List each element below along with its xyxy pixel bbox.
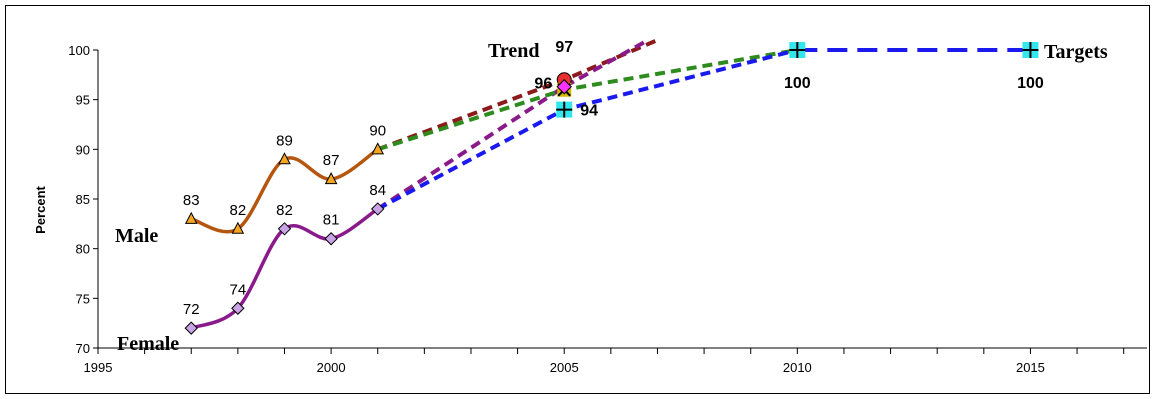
- data-label: 84: [369, 182, 386, 199]
- data-label: 89: [276, 132, 293, 149]
- x-tick-label: 1995: [84, 360, 113, 375]
- data-labels: 83 82 89 87 90 72 74 82 81 84 97 96 94 100 100: [183, 39, 1044, 318]
- targets-label: Targets: [1044, 41, 1108, 63]
- y-tick-label: 80: [76, 242, 90, 257]
- x-tick-label: 2000: [317, 360, 346, 375]
- triangle-marker: [184, 211, 198, 224]
- target-label: 100: [1017, 75, 1044, 92]
- data-label: 82: [230, 202, 247, 219]
- data-label: 81: [323, 212, 340, 229]
- target-plus-marker: [1022, 42, 1039, 58]
- x-tick-label: 2010: [783, 360, 812, 375]
- series-label-male: Male: [115, 225, 158, 247]
- diamond-marker: [324, 232, 338, 246]
- y-tick-label: 85: [76, 192, 90, 207]
- trend-label: Trend: [488, 40, 540, 62]
- target-plus-marker: [556, 101, 573, 118]
- x-tick-label: 2005: [550, 360, 579, 375]
- series-label-female: Female: [117, 333, 179, 355]
- y-tick-label: 90: [76, 142, 90, 157]
- triangle-marker: [231, 221, 245, 234]
- data-label: 90: [369, 122, 386, 139]
- y-tick-label: 70: [76, 341, 90, 356]
- triangle-marker: [278, 152, 291, 165]
- target-label: 94: [580, 103, 598, 120]
- triangle-marker: [324, 172, 338, 185]
- data-label: 82: [276, 202, 293, 219]
- series-markers: [184, 42, 1039, 335]
- y-tick-label: 75: [76, 291, 90, 306]
- target-label: 100: [784, 75, 811, 92]
- y-axis-label: Percent: [33, 185, 48, 233]
- y-tick-label: 95: [76, 93, 90, 108]
- diamond-marker: [371, 202, 385, 216]
- data-label: 87: [323, 152, 340, 169]
- triangle-marker: [371, 142, 385, 155]
- diamond-marker: [231, 301, 245, 315]
- trend-label-97: 97: [555, 39, 573, 56]
- x-tick-label: 2015: [1016, 360, 1045, 375]
- data-label: 72: [183, 301, 200, 318]
- trend-diamond-marker: [556, 79, 572, 95]
- diamond-marker: [277, 222, 292, 236]
- trend-label-96: 96: [534, 76, 552, 93]
- target-plus-marker: [789, 42, 806, 58]
- axes: 70 75 80 85 90 95 100 1995 2000 2005 2010 2015: [68, 43, 1147, 375]
- data-label: 74: [230, 281, 247, 298]
- diamond-marker: [184, 321, 198, 335]
- y-tick-label: 100: [68, 43, 90, 58]
- data-label: 83: [183, 192, 200, 209]
